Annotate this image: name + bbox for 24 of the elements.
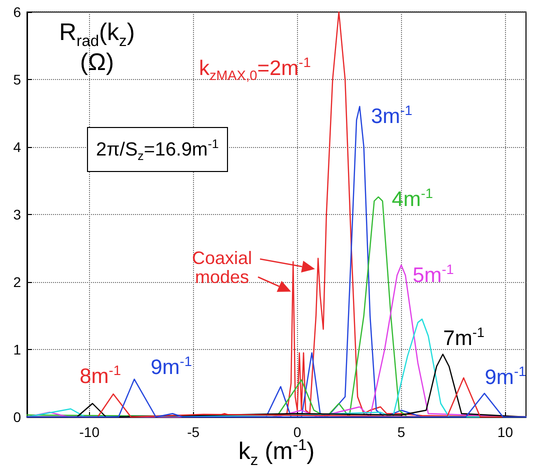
annotation: 9m$^{-1}$: [484, 364, 526, 390]
x-tick-label: -5: [187, 424, 200, 440]
annotation: 7m$^{-1}$: [443, 325, 484, 350]
annotation: 5m$^{-1}$: [412, 262, 454, 288]
annotation: 8m$^{-1}$: [80, 363, 121, 388]
y-tick-label: 1: [13, 342, 22, 358]
annotation: k$_{zMAX,0}$=2m$^{-1}$: [198, 55, 311, 84]
annotation: 2π/S$_{z}$=16.9m$^{-1}$: [87, 127, 228, 172]
x-axis-title: k$_{z}$ (m$^{-1}$): [238, 437, 315, 469]
y-tick-label: 3: [13, 206, 22, 222]
annotation: 4m$^{-1}$: [392, 186, 434, 211]
y-tick-label: 6: [13, 4, 22, 20]
x-tick-label: 0: [293, 424, 302, 440]
y-axis-title: R$_{rad}$(k$_{z}$) (Ω): [58, 19, 136, 76]
y-tick-label: 4: [13, 139, 22, 155]
x-tick-label: -10: [79, 424, 100, 440]
x-tick-label: 10: [497, 424, 514, 440]
annotation: Coaxial modes: [190, 248, 254, 287]
y-tick-label: 0: [13, 409, 22, 425]
y-tick-label: 2: [13, 274, 22, 290]
y-tick-label: 5: [13, 72, 22, 88]
annotation: 3m$^{-1}$: [371, 103, 412, 129]
x-tick-label: 5: [397, 424, 406, 440]
annotation: 9m$^{-1}$: [150, 354, 192, 380]
